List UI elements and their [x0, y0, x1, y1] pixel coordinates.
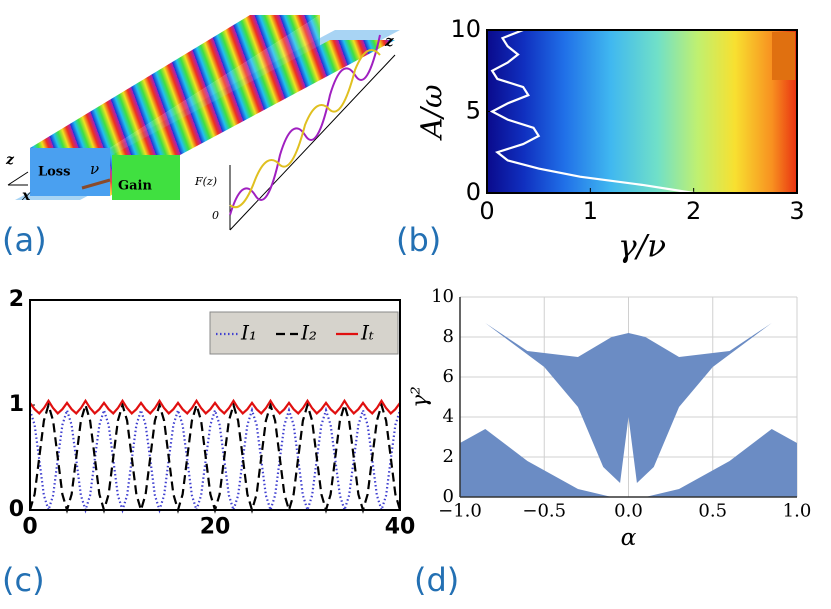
data-region	[485, 323, 772, 483]
y-tick-label: 6	[443, 366, 454, 387]
x-label: x	[21, 188, 31, 204]
y-tick-label: 0	[466, 178, 481, 206]
x-tick-label: 0	[22, 515, 37, 540]
y-axis-label: A/ω	[415, 85, 449, 142]
data-line	[28, 406, 402, 514]
panel-a-illustration: Loss Gain z x ν F(z) 0 z	[5, 15, 400, 231]
y-tick-label: 10	[450, 15, 481, 43]
field-wave	[229, 49, 381, 209]
f-label: F(z)	[194, 175, 217, 188]
panel-label: (c)	[2, 561, 45, 599]
gain-waveguide-front	[112, 155, 180, 200]
y-tick-label: 5	[466, 97, 481, 125]
x-tick-label: 20	[200, 515, 231, 540]
x-tick-label: 0.0	[614, 500, 643, 521]
panel-label: (d)	[414, 561, 459, 599]
y-tick-label: 0	[443, 486, 454, 507]
y-tick-label: 0	[9, 497, 24, 522]
y-tick-label: 10	[431, 286, 454, 307]
x-tick-label: 2	[686, 197, 701, 225]
heatmap	[487, 30, 797, 193]
x-tick-label: −1.0	[438, 500, 482, 521]
x-tick-label: 40	[385, 515, 416, 540]
x-tick-label: 0	[479, 197, 494, 225]
x-tick-label: 3	[789, 197, 804, 225]
y-axis-label: γ²	[407, 386, 432, 408]
legend-label: I₂	[300, 321, 317, 345]
axis-arrow	[7, 171, 29, 186]
legend-box	[209, 311, 399, 355]
x-tick-label: 1.0	[783, 500, 812, 521]
data-region	[460, 429, 612, 497]
y-tick-label: 8	[443, 326, 454, 347]
panel-label: (b)	[396, 221, 441, 259]
origin-label: 0	[212, 209, 219, 222]
coupling-label: ν	[90, 160, 99, 178]
loss-waveguide-front	[30, 148, 110, 196]
plot-frame	[29, 299, 401, 511]
y-tick-label: 4	[443, 406, 454, 427]
plot-frame	[486, 29, 798, 194]
y-tick-label: 2	[9, 287, 24, 312]
x-tick-label: −0.5	[522, 500, 566, 521]
data-line	[489, 28, 694, 195]
x-tick-label: 0.5	[698, 500, 727, 521]
heatmap-patch	[772, 32, 795, 80]
loss-label: Loss	[38, 165, 70, 180]
z-label: z	[5, 152, 15, 168]
x-tick-label: 1	[583, 197, 598, 225]
data-region	[645, 429, 797, 497]
loss-waveguide-top	[30, 15, 320, 148]
z-far-label: z	[384, 32, 394, 50]
panel-label: (a)	[2, 221, 47, 259]
y-tick-label: 2	[443, 446, 454, 467]
z-axis-line	[229, 54, 396, 231]
gain-waveguide-top	[112, 40, 395, 155]
legend-label: Iₜ	[360, 321, 374, 345]
legend-label: I₁	[240, 321, 257, 345]
data-line	[29, 398, 401, 415]
coupling-arrow	[81, 178, 111, 190]
y-tick-label: 1	[9, 392, 24, 417]
field-wave	[229, 34, 381, 216]
gain-label: Gain	[118, 179, 152, 194]
x-axis-label: γ/ν	[618, 229, 666, 265]
x-axis-label: α	[621, 523, 637, 551]
